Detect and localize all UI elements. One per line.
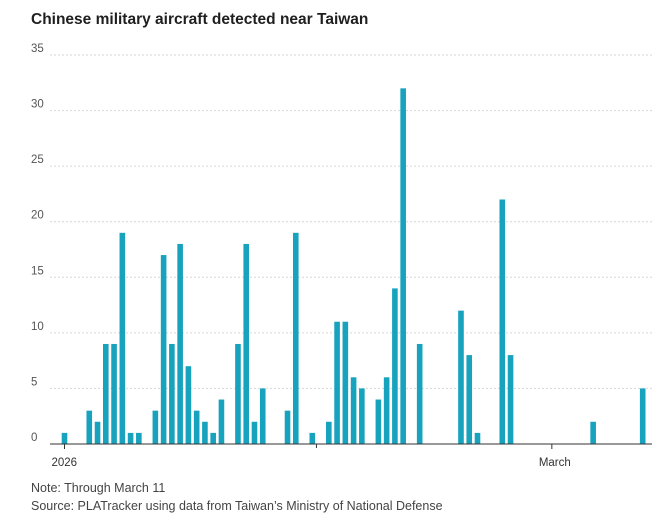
bar: [416, 343, 423, 444]
bar: [499, 199, 506, 444]
bar: [193, 410, 200, 444]
y-tick-label: 20: [31, 210, 44, 222]
y-tick-label: 5: [31, 376, 37, 388]
bar: [259, 388, 266, 444]
chart-title: Chinese military aircraft detected near …: [31, 11, 369, 28]
bar: [466, 355, 473, 444]
bar: [61, 432, 68, 444]
bar: [334, 321, 340, 444]
bar: [342, 321, 349, 444]
bar: [169, 343, 175, 444]
bar: [152, 410, 159, 444]
x-tick-label: March: [539, 457, 571, 469]
y-tick-label: 25: [31, 154, 44, 166]
bar: [292, 232, 299, 444]
bar: [326, 421, 332, 444]
bar: [359, 388, 365, 444]
bar: [235, 343, 241, 444]
bar: [284, 410, 291, 444]
bar: [103, 343, 109, 444]
bar: [309, 432, 316, 444]
bar: [507, 355, 514, 444]
bar: [210, 432, 216, 444]
y-tick-label: 0: [31, 432, 37, 444]
bar: [119, 232, 126, 444]
bar: [400, 88, 406, 444]
chart-source: Source: PLATracker using data from Taiwa…: [31, 499, 443, 513]
bar: [243, 243, 250, 444]
x-tick-label: 2026: [52, 457, 78, 469]
bar: [251, 421, 258, 444]
y-tick-label: 35: [31, 43, 44, 55]
chart-note: Note: Through March 11: [31, 481, 166, 495]
x-axis-ticks: 2026 March: [52, 444, 571, 469]
bar: [392, 288, 398, 444]
bar: [160, 255, 167, 444]
bar: [590, 421, 596, 444]
bar: [458, 310, 464, 444]
bar: [111, 343, 117, 444]
bar: [177, 243, 183, 444]
bar: [86, 410, 93, 444]
bar: [94, 421, 101, 444]
y-tick-label: 15: [31, 265, 44, 277]
bar: [474, 432, 481, 444]
bar: [218, 399, 225, 444]
bar: [202, 421, 208, 444]
bar: [136, 432, 142, 444]
bar: [639, 388, 646, 444]
y-axis-tick-labels: 0 5 10 15 20 25 30 35: [31, 43, 44, 444]
bar: [383, 377, 390, 444]
bar: [375, 399, 382, 444]
bar: [185, 366, 192, 444]
bar: [350, 377, 357, 444]
y-tick-label: 30: [31, 99, 44, 111]
y-tick-label: 10: [31, 321, 44, 333]
gridlines: [50, 54, 652, 389]
bars: [61, 88, 646, 444]
bar: [127, 432, 134, 444]
